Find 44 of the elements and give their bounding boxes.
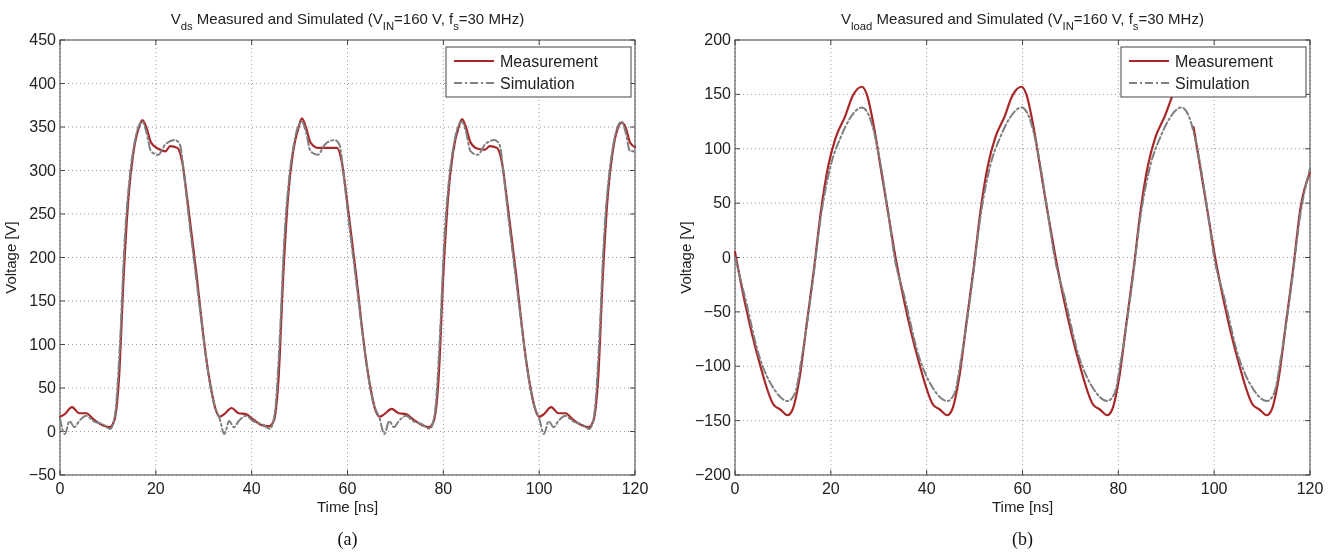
y-tick-label: 250 — [29, 205, 57, 222]
y-tick-label: −50 — [28, 466, 57, 483]
y-tick-label: −150 — [694, 411, 732, 429]
legend-label: Measurement — [1175, 53, 1274, 70]
x-tick-label: 60 — [1013, 480, 1032, 497]
y-tick-label: 100 — [704, 139, 732, 157]
text: (b) — [1012, 529, 1033, 550]
y-tick-label: 150 — [29, 292, 57, 309]
x-tick-label: 40 — [242, 480, 261, 497]
x-tick-label: 20 — [821, 480, 840, 497]
x-tick-label: 60 — [338, 480, 357, 497]
text: (a) — [337, 529, 358, 550]
y-tick-label: 350 — [29, 118, 57, 135]
legend-label: Simulation — [1175, 75, 1250, 92]
legend-label: Measurement — [500, 53, 599, 70]
y-tick-label: 300 — [29, 161, 57, 179]
y-axis-title: Voltage [V] — [677, 221, 694, 294]
y-tick-label: 200 — [29, 248, 57, 266]
chart-title: V$_{ds}$ Measured and Simulated (V$_{IN}$=160 V, f$_{s}$=30 MHz) — [170, 10, 525, 32]
y-tick-label: 0 — [722, 248, 732, 266]
x-tick-label: 20 — [146, 480, 165, 497]
y-tick-label: 200 — [704, 31, 732, 48]
y-tick-label: 50 — [713, 194, 732, 212]
x-tick-label: 80 — [1109, 480, 1128, 497]
x-tick-label: 80 — [434, 480, 453, 497]
x-tick-label: 40 — [917, 480, 936, 497]
x-tick-label: 120 — [1296, 480, 1324, 497]
legend-label: Simulation — [500, 75, 575, 92]
y-tick-label: 150 — [704, 85, 732, 103]
x-tick-label: 100 — [525, 480, 553, 497]
x-tick-label: 120 — [621, 480, 649, 497]
chart-title: V$_{load}$ Measured and Simulated (V$_{IN}$=160 V, f$_{s}$=30 MHz) — [841, 10, 1204, 32]
y-tick-label: −50 — [703, 302, 732, 320]
y-tick-label: 100 — [29, 335, 57, 353]
x-axis-title: Time [ns] — [316, 498, 379, 515]
x-axis-title: Time [ns] — [991, 498, 1054, 515]
y-tick-label: −200 — [694, 466, 732, 483]
y-tick-label: 50 — [38, 379, 57, 396]
y-axis-title: Voltage [V] — [2, 221, 19, 294]
y-tick-label: −100 — [694, 357, 732, 375]
x-tick-label: 100 — [1200, 480, 1228, 497]
y-tick-label: 0 — [47, 422, 57, 440]
y-tick-label: 450 — [29, 31, 57, 48]
y-tick-label: 400 — [29, 74, 57, 92]
